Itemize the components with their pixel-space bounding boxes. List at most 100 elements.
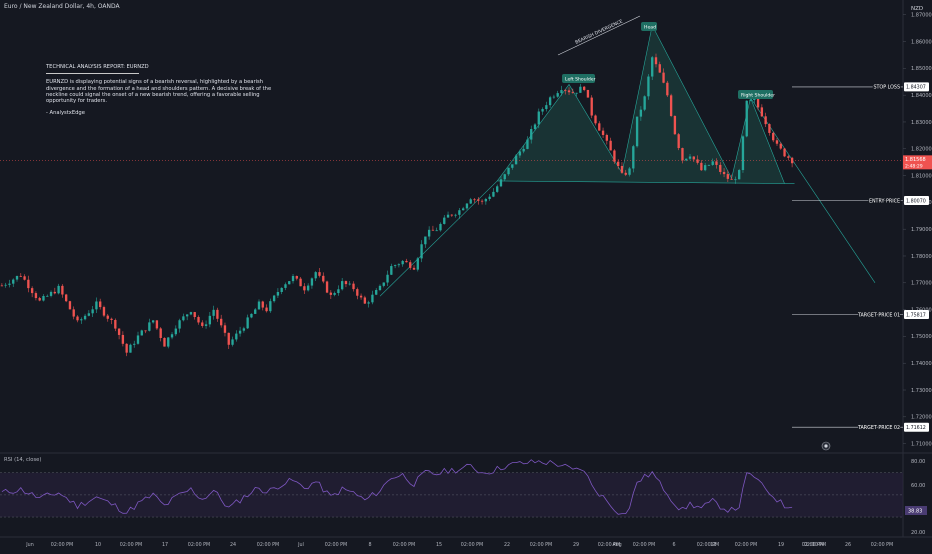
candle-body [337, 289, 340, 294]
current-price-countdown: 2:48:29 [905, 163, 923, 169]
price-axis[interactable]: 1.87000 1.86000 1.85000 1.84000 1.83000 1.820… [903, 13, 932, 448]
price-tick-label: 1.81000 [911, 173, 932, 179]
candle-body [605, 134, 609, 141]
candle-body [261, 301, 264, 308]
time-tick-label: 19 [778, 542, 784, 548]
candle-body [19, 275, 22, 277]
rsi-value-badge [905, 506, 927, 515]
candle-body [537, 111, 540, 125]
candle-body [779, 143, 782, 149]
candle-body [254, 309, 257, 314]
price-tick-label: 1.75000 [911, 334, 932, 340]
time-tick-label: 02:00 PM [393, 542, 415, 548]
candle-body [458, 210, 461, 215]
candle-body [726, 174, 730, 179]
candle-body [15, 275, 19, 280]
candle-body [125, 343, 128, 353]
time-tick-label: 02:00 PM [871, 542, 893, 548]
candle-body [375, 290, 378, 295]
candle-body [582, 86, 586, 90]
symbol-title[interactable]: Euro / New Zealand Dollar, 4h, OANDA [4, 3, 120, 10]
candle-body [23, 276, 26, 280]
candle-body [760, 107, 764, 117]
candle-body [741, 136, 745, 171]
price-tick-label: 1.83000 [911, 120, 932, 126]
candle-body [594, 115, 597, 124]
candle-body [397, 264, 401, 266]
report-divider [46, 73, 139, 75]
neckline [497, 180, 795, 184]
candle-body [775, 140, 779, 144]
candle-body [0, 285, 4, 287]
time-tick-label: 22 [504, 542, 510, 548]
candle-body [564, 90, 567, 91]
time-tick-label: 8 [368, 542, 371, 548]
candle-body [386, 274, 389, 283]
candle-body [189, 312, 193, 315]
candle-body [68, 301, 72, 310]
price-tick-label: 1.85000 [911, 66, 932, 72]
currency-label: NZD [911, 6, 923, 12]
candle-body [473, 199, 476, 201]
candle-body [117, 328, 121, 335]
candle-body [484, 199, 488, 202]
candle-body [265, 307, 268, 312]
candle-body [197, 317, 200, 323]
candle-body [106, 315, 109, 319]
candle-body [87, 313, 91, 316]
time-tick-label: 6 [672, 542, 675, 548]
time-tick-label: 02:00 PM [325, 542, 347, 548]
left-shoulder-label: Left Shoulder [565, 77, 596, 83]
candle-body [666, 82, 669, 96]
time-tick-label: 02:00 PM [735, 542, 757, 548]
candle-body [480, 200, 484, 202]
candle-body [435, 230, 438, 232]
candle-body [518, 151, 522, 156]
time-tick-label: 15 [436, 542, 442, 548]
candle-body [341, 281, 344, 290]
candle-body [8, 283, 11, 285]
candle-body [548, 97, 552, 106]
candle-body [571, 92, 574, 94]
candle-body [647, 76, 650, 97]
candle-body [446, 214, 450, 218]
candle-body [95, 301, 98, 310]
candle-body [49, 291, 53, 296]
candle-body [496, 186, 499, 192]
rsi-band-layer [0, 472, 903, 518]
rsi-line [1, 459, 793, 515]
rsi-indicator-label[interactable]: RSI (14, close) [4, 457, 42, 463]
candle-body [719, 164, 722, 172]
candle-body [42, 296, 45, 301]
time-tick-label: Jun [25, 542, 34, 548]
candle-body [662, 72, 665, 83]
candle-body [235, 333, 238, 340]
candle-body [393, 265, 397, 267]
candle-body [598, 123, 601, 131]
time-tick-label: 17 [162, 542, 168, 548]
candle-body [601, 130, 605, 135]
candle-body [250, 313, 253, 318]
time-axis[interactable]: Jun 02:00 PM 10 02:00 PM 17 02:00 PM 24 02:00 P… [25, 542, 893, 548]
candle-body [174, 328, 177, 335]
candle-body [91, 309, 94, 314]
candle-body [669, 95, 673, 116]
time-tick-label: Jul [297, 542, 304, 548]
candle-body [299, 278, 302, 287]
candle-body [579, 86, 582, 93]
candle-body [681, 148, 684, 161]
candle-body [356, 289, 359, 296]
candle-body [390, 266, 393, 275]
candle-body [4, 284, 7, 286]
candle-body [450, 214, 453, 216]
price-tick-label: 1.87000 [911, 13, 932, 19]
time-tick-label: 02:00 PM [120, 542, 142, 548]
rsi-tick-20: 20.00 [911, 530, 925, 536]
candle-body [306, 285, 310, 291]
candle-body [609, 140, 612, 151]
candle-body [469, 199, 472, 204]
candle-body [114, 319, 117, 329]
